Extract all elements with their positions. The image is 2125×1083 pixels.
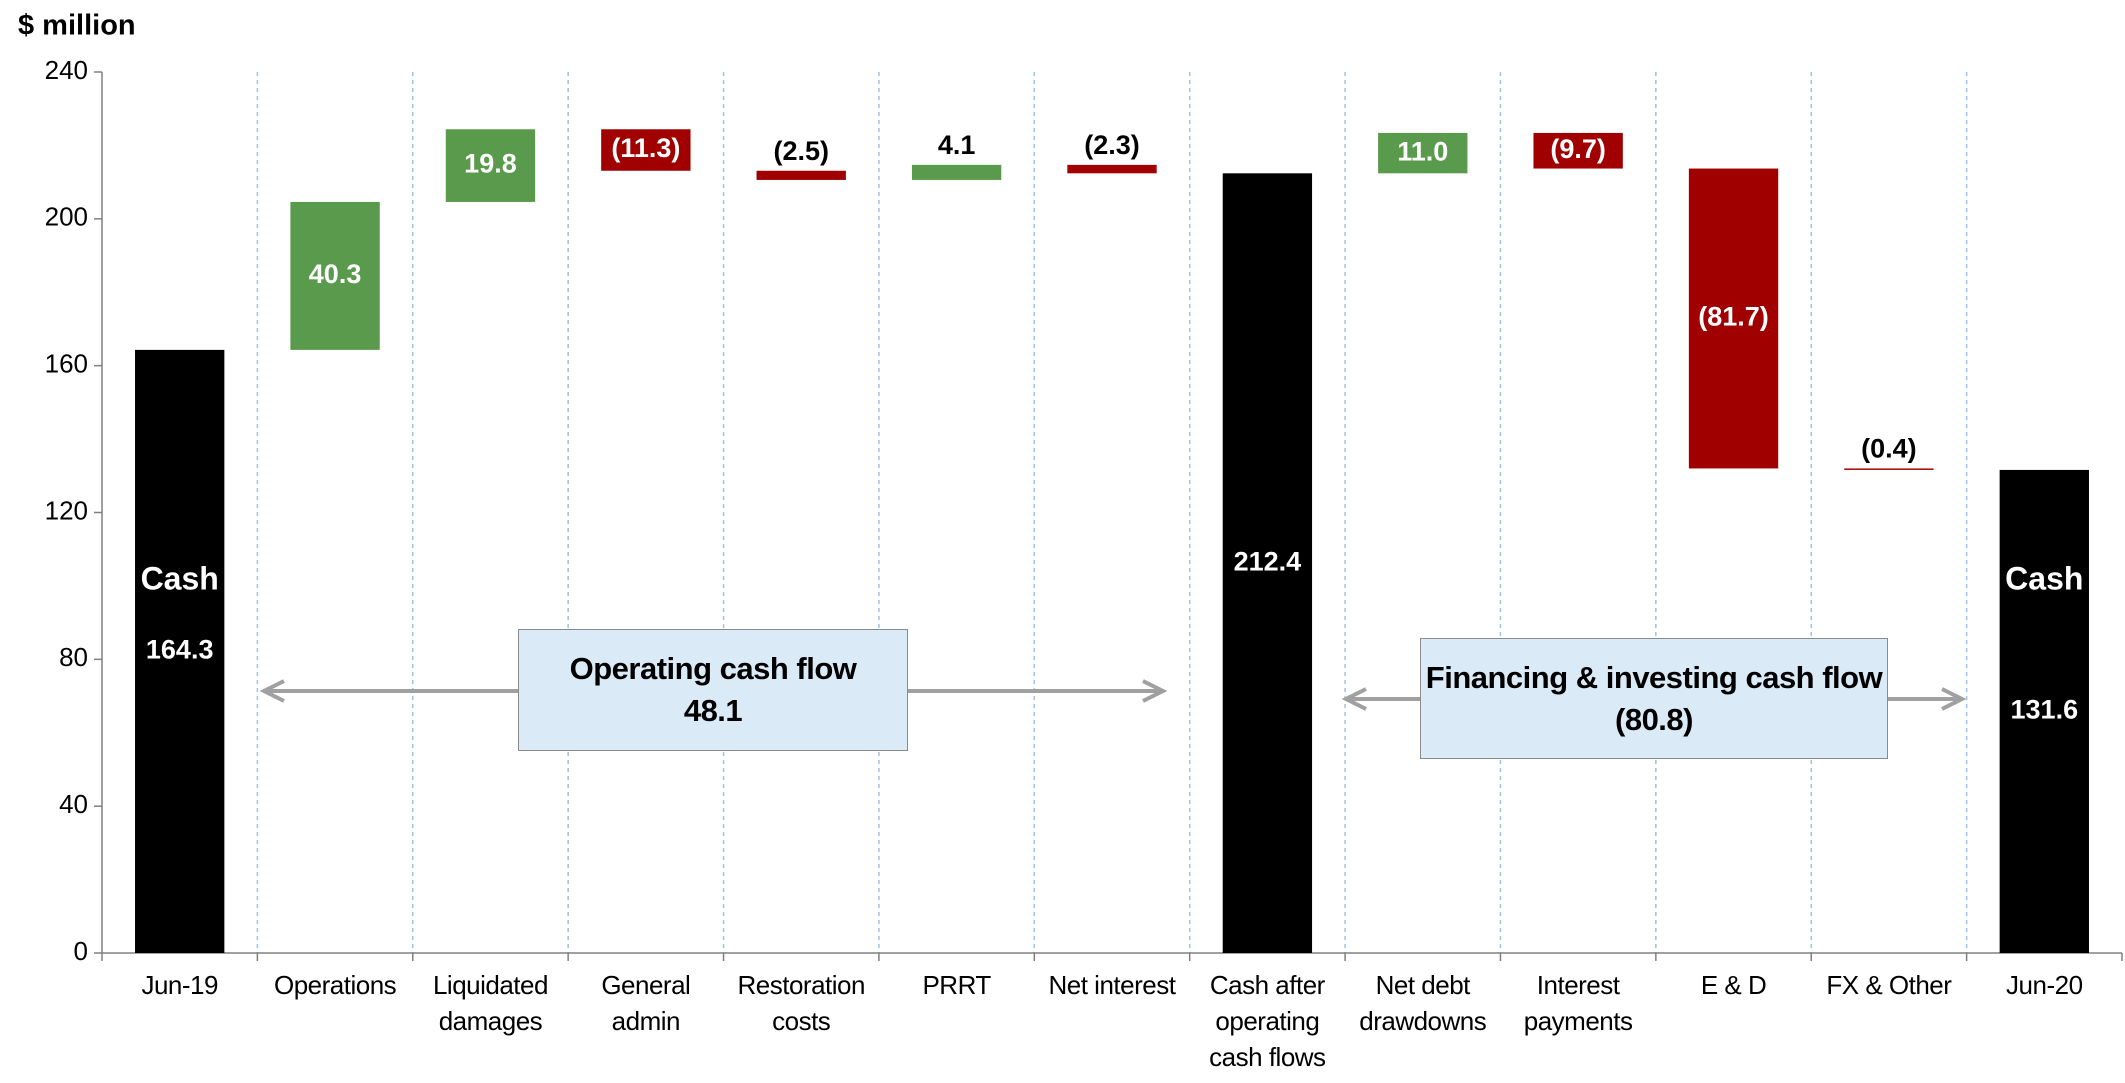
arrow-head [1341,687,1367,711]
bracket-box: Financing & investing cash flow (80.8) [1420,638,1888,759]
chart-title: $ million [18,10,136,42]
bar [1222,173,1313,953]
bar [1533,132,1623,169]
bar [1844,468,1934,470]
bar [1378,132,1468,174]
value-label: (9.7) [1550,134,1606,164]
x-tick-label: FX & Other [1826,970,1952,1000]
value-label: (0.4) [1861,434,1917,464]
y-tick-label: 200 [45,202,88,232]
arrow-head [1941,687,1967,711]
x-tick-label: Liquidated damages [432,970,549,1036]
x-tick-label: Net debt drawdowns [1359,970,1487,1036]
bracket-box: Operating cash flow 48.1 [518,629,908,751]
y-tick-label: 240 [45,55,88,85]
y-tick-label: 0 [74,936,88,966]
x-tick-label: Jun-20 [2006,970,2083,1000]
value-label: (2.5) [773,136,829,166]
value-label: 4.1 [938,130,976,160]
x-tick-label: General admin [601,970,691,1036]
arrow-head [259,679,285,703]
arrow-head [1142,679,1168,703]
value-label: (11.3) [611,133,680,163]
bracket-label: Financing & investing cash flow [1425,659,1883,695]
y-tick-label: 160 [45,349,88,379]
bar [911,164,1002,180]
y-tick-label: 80 [59,642,88,672]
value-label: 212.4 [1234,546,1302,576]
x-tick-label: PRRT [922,970,991,1000]
bar [135,349,225,953]
bar [290,201,380,350]
x-tick-label: Restoration costs [737,970,865,1036]
bar [756,170,846,180]
bar [1688,168,1779,469]
value-label: 11.0 [1397,136,1448,166]
bar [1999,469,2089,953]
y-tick-label: 40 [59,789,88,819]
value-label: 164.3 [146,635,214,665]
bar [601,129,691,171]
value-label: (2.3) [1084,130,1140,160]
bracket-value: (80.8) [1615,701,1693,737]
value-label: 131.6 [2011,695,2079,725]
bar-caption: Cash [141,560,219,596]
y-tick-label: 120 [45,495,88,525]
x-tick-label: Net interest [1048,970,1176,1000]
x-tick-label: Operations [273,970,397,1000]
x-tick-label: Jun-19 [141,970,218,1000]
value-label: 19.8 [464,149,517,179]
x-tick-label: Interest payments [1523,970,1633,1036]
value-label: 40.3 [309,259,362,289]
x-tick-label: Cash after operating cash flows [1209,970,1326,1072]
bracket-label: Operating cash flow [569,651,857,686]
value-label: (81.7) [1698,302,1769,332]
x-tick-label: E & D [1700,970,1767,1000]
bracket-value: 48.1 [683,693,743,728]
bar-caption: Cash [2005,560,2083,596]
bar [1067,164,1157,174]
bar [445,129,536,202]
